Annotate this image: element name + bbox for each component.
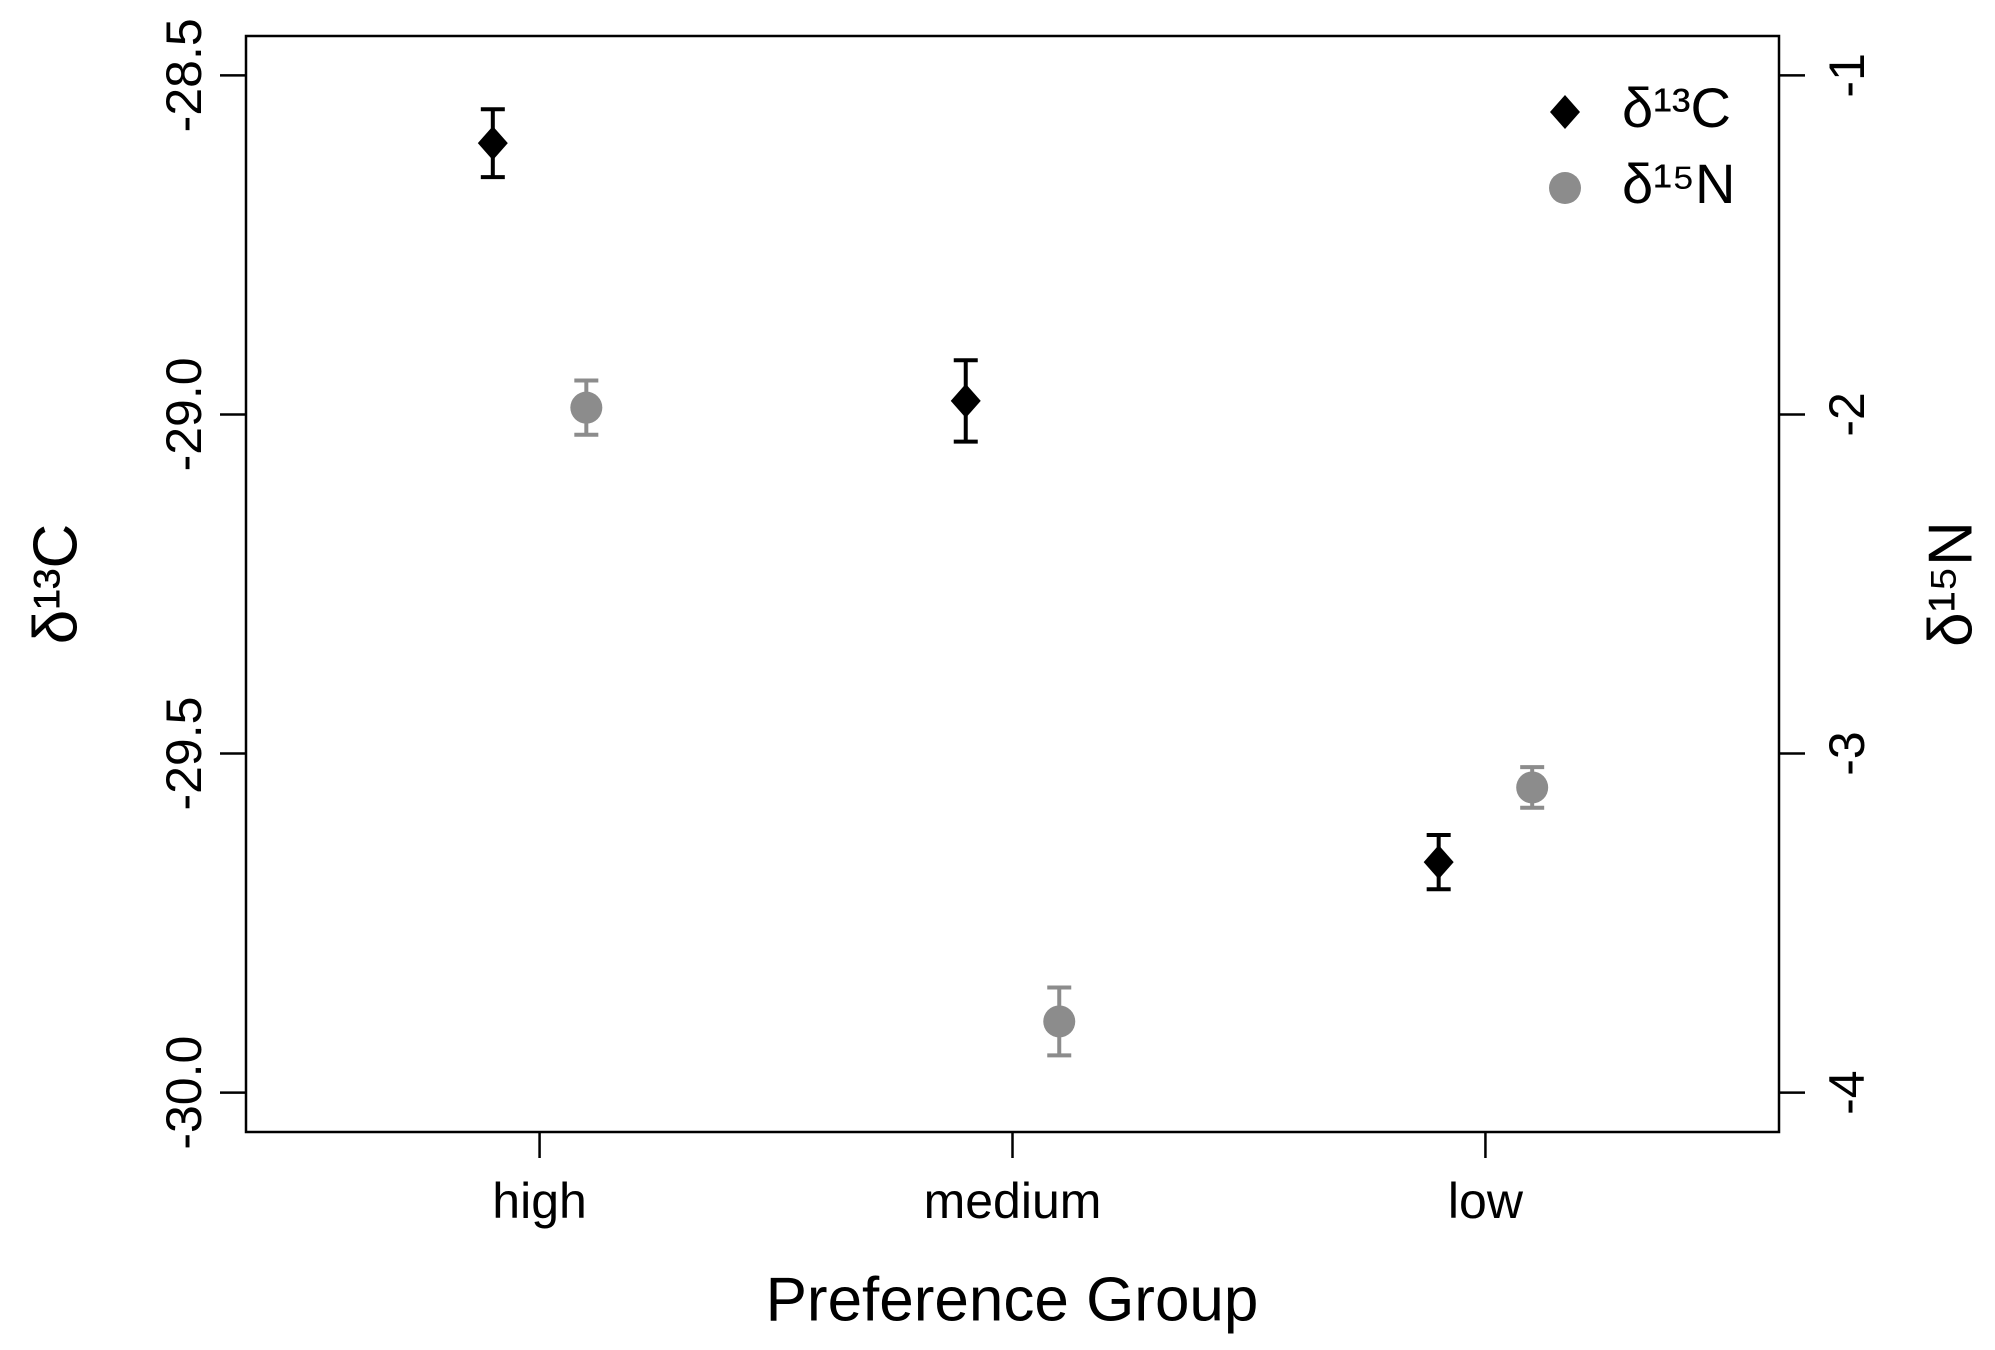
point <box>950 383 981 418</box>
point <box>570 391 603 424</box>
x-tick-label: high <box>492 1173 587 1229</box>
legend-marker <box>1549 172 1581 204</box>
x-tick-label: medium <box>924 1173 1102 1229</box>
y2-tick-label: -1 <box>1819 53 1875 97</box>
point <box>1043 1005 1076 1038</box>
x-axis-label: Preference Group <box>766 1265 1259 1334</box>
y-tick-label: -30.0 <box>156 1036 212 1150</box>
point <box>1423 845 1454 880</box>
y-tick-label: -29.0 <box>156 357 212 471</box>
legend-label: δ¹³C <box>1622 76 1731 139</box>
y-tick-label: -28.5 <box>156 18 212 132</box>
point <box>477 126 508 161</box>
y2-tick-label: -3 <box>1819 731 1875 775</box>
point <box>1516 771 1549 804</box>
y2-tick-label: -2 <box>1819 392 1875 436</box>
y2-axis-label: δ¹⁵N <box>1916 521 1985 647</box>
y-tick-label: -29.5 <box>156 697 212 811</box>
legend-marker <box>1550 95 1580 129</box>
y-axis-label: δ¹³C <box>21 524 90 645</box>
plot-frame <box>244 34 1781 1134</box>
legend-label: δ¹⁵N <box>1622 152 1735 215</box>
x-tick-label: low <box>1448 1173 1524 1229</box>
y2-tick-label: -4 <box>1819 1070 1875 1114</box>
